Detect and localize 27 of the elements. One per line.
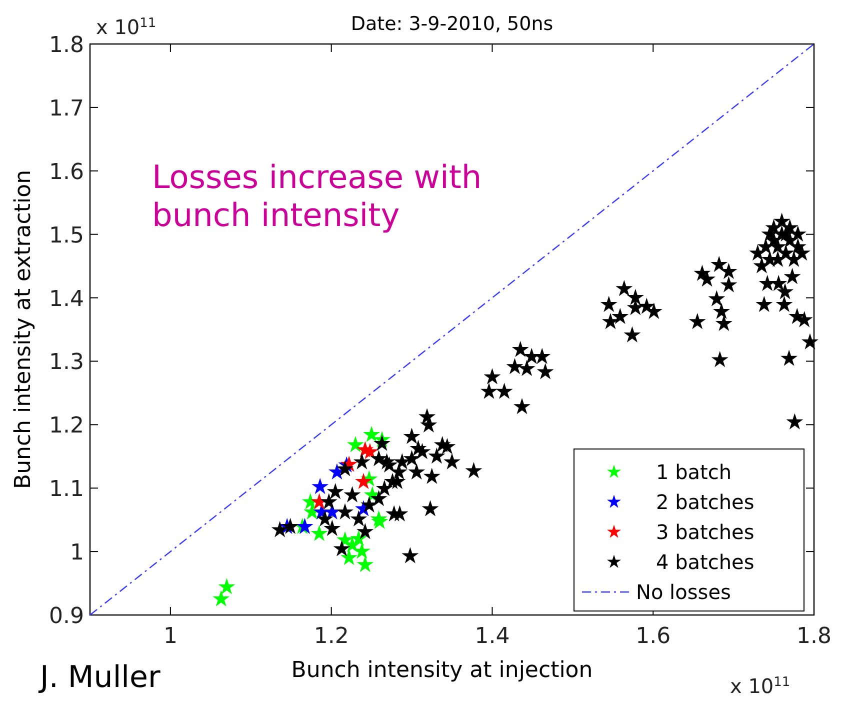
x-tick-label: 1.6 [636, 624, 671, 649]
annotation: Losses increase with bunch intensity [152, 158, 482, 234]
y-tick-label: 1.2 [49, 414, 84, 439]
text: x 10$^{11}$ [96, 15, 156, 39]
legend-label: 1 batch [656, 460, 732, 484]
y-tick-label: 1.4 [49, 286, 84, 312]
y-tick-label: 1.5 [49, 223, 84, 248]
text: x 10$^{11}$ [730, 674, 790, 698]
text: J. Muller [38, 660, 161, 695]
legend-label: No losses [636, 580, 731, 604]
y-axis-title: Bunch intensity at extraction [11, 170, 36, 490]
x-axis-title: Bunch intensity at injection [291, 658, 593, 683]
chart-title: Date: 3-9-2010, 50ns [350, 13, 554, 35]
y-tick-label: 1.6 [49, 160, 84, 185]
legend-label: 3 batches [656, 520, 754, 544]
x-tick-label: 1.8 [796, 624, 832, 649]
legend-label: 4 batches [656, 550, 754, 574]
x-tick-label: 1.2 [314, 624, 349, 649]
x-tick-label: 1.4 [474, 624, 510, 649]
y-tick-label: 1.1 [49, 477, 84, 502]
y-tick-label: 0.9 [49, 604, 84, 629]
legend-label: 2 batches [656, 490, 754, 514]
y-tick-label: 1.3 [49, 350, 84, 376]
y-tick-label: 1.8 [49, 33, 84, 58]
x-tick-label: 1 [163, 624, 178, 649]
y-tick-label: 1 [70, 540, 84, 566]
y-tick-label: 1.7 [49, 96, 84, 122]
